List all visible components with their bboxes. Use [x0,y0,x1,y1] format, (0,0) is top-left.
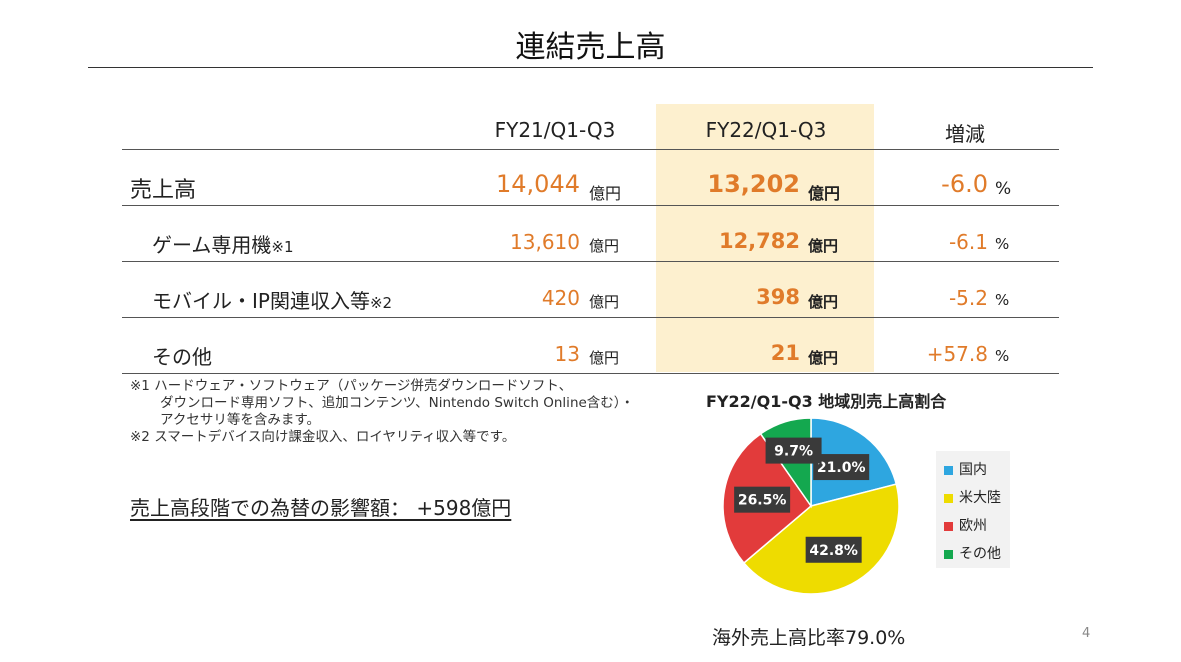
chart-title: FY22/Q1-Q3 地域別売上高割合 [706,392,947,411]
percent-label: % [995,291,1010,309]
change-value: +57.8 [926,342,988,366]
unit-label: 億円 [808,349,839,367]
legend-swatch [944,521,953,531]
percent-label: % [995,179,1012,199]
footnote-line: ダウンロード専用ソフト、追加コンテンツ、Nintendo Switch Onli… [160,395,635,411]
legend-item-other: その他 [944,543,1001,563]
table-rule [122,205,1059,206]
change-value: -5.2 [948,286,988,310]
row-label-other: その他 [152,345,212,369]
unit-label: 億円 [589,184,622,203]
note-marker: ※1 [271,238,294,256]
change-value: -6.1 [948,230,988,254]
unit-label: 億円 [589,237,620,255]
legend-item-europe: 欧州 [944,515,987,535]
legend-swatch [944,465,953,475]
unit-label: 億円 [589,349,620,367]
fy22-value: 398 [756,285,800,309]
table-rule [122,261,1059,262]
fy21-value: 420 [541,286,580,310]
slice-label: 42.8% [809,543,858,559]
table-rule [122,149,1059,150]
percent-label: % [995,347,1010,365]
title-divider [88,67,1093,68]
header-fy22: FY22/Q1-Q3 [705,118,827,142]
fx-impact-text: 売上高段階での為替の影響額： +598億円 [130,496,512,520]
header-fy21: FY21/Q1-Q3 [494,118,616,142]
legend-swatch [944,549,953,559]
overseas-ratio: 海外売上高比率79.0% [712,627,906,649]
row-label-sales: 売上高 [130,178,197,203]
fy22-value: 13,202 [707,170,800,198]
pie-chart: 21.0% 42.8% 26.5% 9.7% [722,417,900,595]
footnote-line: ※1 ハードウェア・ソフトウェア（パッケージ併売ダウンロードソフト、 [130,378,573,394]
note-marker: ※2 [369,294,393,312]
slice-label: 21.0% [817,460,866,476]
percent-label: % [995,235,1010,253]
slide-title: 連結売上高 [515,30,666,65]
footnote-line: ※2 スマートデバイス向け課金収入、ロイヤリティ収入等です。 [130,429,516,445]
unit-label: 億円 [589,293,620,311]
table-rule [122,373,1059,374]
slice-label-box [805,536,862,563]
chart-legend: 国内 米大陸 欧州 その他 [936,451,1010,568]
footnotes: ※1 ハードウェア・ソフトウェア（パッケージ併売ダウンロードソフト、 ダウンロー… [130,378,634,446]
legend-item-americas: 米大陸 [944,487,1001,507]
table-rule [122,317,1059,318]
fy22-value: 21 [770,341,800,365]
slice-label-box [765,437,822,464]
change-value: -6.0 [941,170,988,198]
header-change: 増減 [945,122,985,146]
page-number: 4 [1082,626,1091,641]
footnote-line: アクセサリ等を含みます。 [160,412,320,428]
slice-label-box [813,454,870,481]
slice-label-box [734,486,791,513]
unit-label: 億円 [808,293,839,311]
slice-label: 26.5% [738,493,787,509]
slice-label: 9.7% [774,444,813,460]
fy21-value: 13 [554,342,580,366]
row-label-dedicated-video-game: ゲーム専用機※1 [152,233,294,257]
legend-swatch [944,493,953,503]
unit-label: 億円 [808,184,841,203]
fy22-highlight-column [656,104,874,372]
fy22-value: 12,782 [718,229,800,253]
fy21-value: 14,044 [496,170,580,198]
fy21-value: 13,610 [510,230,580,254]
legend-item-japan: 国内 [944,459,987,479]
row-label-mobile-ip: モバイル・IP関連収入等※2 [152,289,393,313]
unit-label: 億円 [808,237,839,255]
